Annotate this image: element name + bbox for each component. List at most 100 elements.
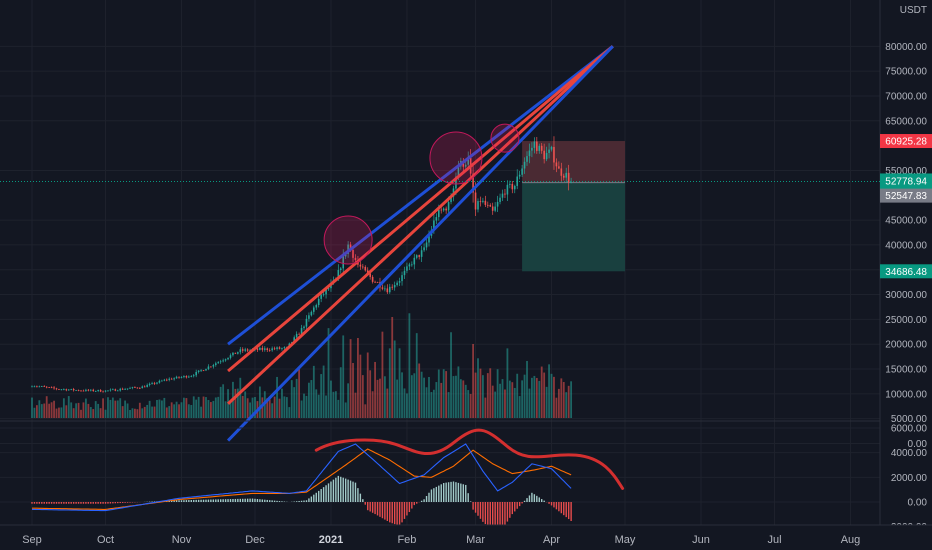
- highlight-circle[interactable]: [323, 215, 373, 265]
- candle-body: [156, 382, 158, 384]
- candle-body: [398, 281, 401, 283]
- candle-body: [531, 147, 533, 151]
- macd-histogram-bar: [398, 502, 401, 526]
- macd-histogram-bar: [423, 499, 425, 502]
- volume-bar: [45, 396, 48, 418]
- volume-bar: [435, 382, 438, 418]
- macd-histogram-bar: [447, 482, 450, 502]
- candle-body: [244, 349, 246, 351]
- macd-histogram-bar: [381, 502, 384, 519]
- highlight-circles[interactable]: [323, 123, 520, 265]
- macd-histogram-bar: [180, 500, 183, 502]
- volume-bar: [371, 391, 374, 418]
- volume-bar: [521, 380, 524, 418]
- macd-histogram-bar: [315, 492, 317, 502]
- highlight-circle[interactable]: [490, 123, 520, 153]
- blue-channel-line[interactable]: [226, 45, 614, 442]
- macd-histogram-bar: [462, 484, 464, 502]
- candle-body: [43, 386, 46, 387]
- blue-channel-line[interactable]: [227, 45, 614, 346]
- volume-bar: [406, 393, 408, 418]
- candle-body: [325, 289, 327, 295]
- macd-histogram-bar: [460, 483, 462, 502]
- short-position-tool[interactable]: [522, 141, 626, 272]
- volume-bar: [445, 371, 448, 418]
- volume-bar: [241, 395, 244, 418]
- volume-bar: [499, 383, 501, 418]
- candle-body: [207, 366, 210, 370]
- macd-histogram-bar: [565, 502, 567, 518]
- take-profit-tag: [880, 264, 932, 279]
- volume-bar: [369, 370, 372, 418]
- macd-histogram-bar: [536, 495, 538, 502]
- candle-body: [423, 247, 425, 251]
- stop-loss-tag: [880, 134, 932, 149]
- macd-histogram-bar: [77, 502, 80, 504]
- candle-body: [457, 166, 460, 177]
- macd-histogram-bar: [70, 502, 72, 504]
- macd-histogram-bar: [242, 498, 244, 502]
- price-tick-label: 20000.00: [885, 340, 927, 351]
- candle-body: [90, 389, 92, 391]
- macd-histogram-bar: [352, 481, 354, 502]
- macd-histogram-bar: [68, 502, 70, 504]
- volume-bar: [77, 402, 80, 418]
- macd-histogram-bar: [445, 482, 447, 502]
- macd-histogram-bar: [256, 499, 259, 502]
- red-channel-line[interactable]: [227, 45, 614, 405]
- candle-body: [442, 208, 445, 211]
- macd-histogram-bar: [548, 502, 550, 504]
- volume-bar: [124, 400, 127, 418]
- volume-bar: [553, 376, 555, 418]
- volume-bar: [354, 392, 357, 418]
- time-tick-label: Jul: [767, 534, 781, 546]
- macd-histogram-bar: [215, 499, 217, 502]
- candle-body: [168, 378, 171, 380]
- volume-bar: [428, 377, 430, 418]
- macd-histogram-bar: [99, 502, 102, 504]
- macd-histogram-bar: [523, 500, 526, 502]
- volume-bar: [251, 397, 254, 418]
- volume-bar: [94, 401, 97, 418]
- volume-bar: [322, 365, 325, 418]
- candle-body: [295, 333, 298, 338]
- take-profit-zone[interactable]: [522, 182, 626, 272]
- volume-bar: [501, 379, 504, 418]
- macd-histogram-bar: [107, 502, 109, 504]
- macd-histogram-bar: [320, 489, 322, 502]
- candle-body: [494, 206, 496, 211]
- volume-bar: [332, 391, 335, 418]
- volume-bar: [268, 399, 271, 418]
- chart-grid: [0, 0, 880, 525]
- price-tick-label: 75000.00: [885, 67, 927, 78]
- highlight-circle[interactable]: [429, 131, 483, 185]
- macd-histogram-bar: [494, 502, 496, 534]
- candle-body: [562, 175, 565, 178]
- hand-drawn-macd-curve[interactable]: [314, 428, 625, 490]
- volume-bar: [305, 395, 308, 418]
- take-profit-tag-value: 34686.48: [885, 267, 927, 278]
- volume-bar: [403, 388, 406, 418]
- volume-bar: [410, 375, 413, 418]
- candle-body: [327, 288, 330, 290]
- time-scale[interactable]: Sep Oct Nov Dec 2021 Feb Mar Apr May Jun Jul Aug: [0, 524, 932, 550]
- parallel-channel-drawing[interactable]: [226, 45, 614, 442]
- macd-histogram-bar: [479, 502, 482, 519]
- candle-body: [300, 328, 303, 334]
- candle-body: [560, 168, 563, 176]
- macd-histogram-bar: [254, 498, 256, 502]
- volume-bar: [134, 408, 136, 418]
- candle-body: [232, 352, 234, 356]
- red-channel-line[interactable]: [227, 45, 614, 373]
- candle-body: [107, 390, 109, 392]
- price-tick-label: 10000.00: [885, 389, 927, 400]
- macd-histogram-bar: [63, 502, 65, 504]
- macd-histogram-bar: [281, 501, 283, 502]
- volume-bar: [364, 404, 367, 418]
- macd-histogram-bar: [386, 502, 389, 521]
- volume-bar: [261, 397, 264, 418]
- macd-histogram-bar: [212, 499, 215, 502]
- price-scale[interactable]: USDT 80000.00 75000.00 70000.00 65000.00 550…: [879, 0, 932, 533]
